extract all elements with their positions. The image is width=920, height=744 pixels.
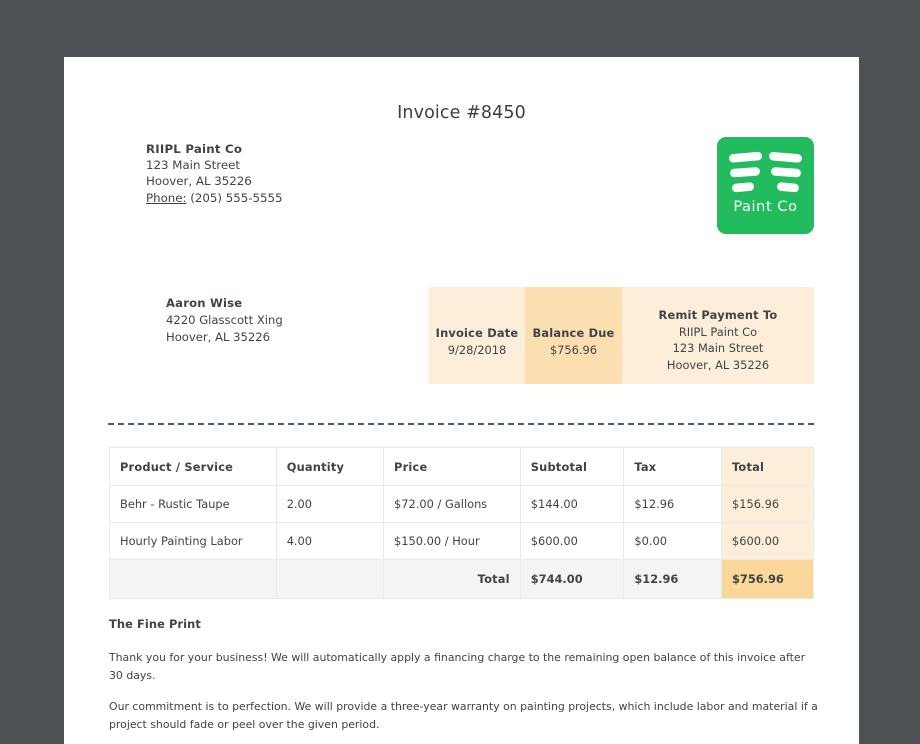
column-header-total: Total (720, 447, 815, 486)
remit-line-1: RIIPL Paint Co (678, 324, 758, 339)
cell-quantity: 2.00 (275, 485, 385, 523)
remit-line-2: 123 Main Street (672, 341, 764, 355)
column-header-product: Product / Service (109, 447, 277, 486)
paint-strokes-icon (729, 151, 802, 193)
section-divider (108, 423, 814, 425)
totals-grand-total: $756.96 (720, 559, 815, 599)
company-city-state-zip: Hoover, AL 35226 (146, 174, 252, 189)
totals-tax: $12.96 (623, 559, 722, 599)
invoice-date-value: 9/28/2018 (447, 342, 507, 357)
invoice-summary-strip: Invoice Date 9/28/2018 Balance Due $756.… (429, 287, 814, 384)
cell-quantity: 4.00 (275, 522, 385, 560)
cell-product: Behr - Rustic Taupe (109, 485, 277, 523)
cell-tax: $12.96 (623, 485, 722, 523)
company-phone: Phone: (205) 555-5555 (146, 190, 283, 206)
company-name: RIIPL Paint Co (146, 142, 243, 156)
customer-address-block: Aaron Wise 4220 Glasscott Xing Hoover, A… (166, 295, 283, 346)
cell-price: $150.00 / Hour (383, 522, 521, 560)
column-header-tax: Tax (623, 447, 722, 486)
invoice-date-label: Invoice Date (435, 326, 519, 340)
fine-print-section: The Fine Print Thank you for your busine… (109, 617, 819, 744)
cell-subtotal: $600.00 (519, 522, 625, 560)
remit-payment-cell: Remit Payment To RIIPL Paint Co 123 Main… (622, 287, 814, 384)
totals-blank-quantity (275, 559, 385, 599)
table-row: Behr - Rustic Taupe 2.00 $72.00 / Gallon… (109, 485, 815, 523)
cell-product: Hourly Painting Labor (109, 522, 277, 560)
logo-company-name: Paint Co (733, 199, 798, 215)
cell-subtotal: $144.00 (519, 485, 625, 523)
fine-print-paragraph: Thank you for your business! We will aut… (109, 651, 806, 682)
totals-subtotal: $744.00 (519, 559, 625, 599)
table-row: Hourly Painting Labor 4.00 $150.00 / Hou… (109, 522, 815, 560)
remit-line-3: Hoover, AL 35226 (666, 357, 770, 372)
column-header-price: Price (383, 447, 521, 486)
totals-label: Total (383, 559, 521, 599)
remit-label: Remit Payment To (658, 308, 778, 322)
cell-total: $600.00 (720, 522, 815, 560)
balance-due-cell: Balance Due $756.96 (525, 287, 622, 384)
balance-due-label: Balance Due (532, 326, 615, 340)
company-logo: Paint Co (717, 137, 814, 234)
fine-print-title: The Fine Print (109, 617, 201, 631)
line-items-table: Product / Service Quantity Price Subtota… (109, 447, 815, 599)
customer-name: Aaron Wise (166, 296, 243, 310)
company-street: 123 Main Street (146, 158, 241, 173)
balance-due-value: $756.96 (549, 342, 598, 357)
column-header-subtotal: Subtotal (519, 447, 625, 486)
cell-total: $156.96 (720, 485, 815, 523)
company-address-block: RIIPL Paint Co 123 Main Street Hoover, A… (146, 141, 283, 206)
column-header-quantity: Quantity (275, 447, 385, 486)
phone-label: Phone: (146, 190, 187, 205)
invoice-page: Invoice #8450 RIIPL Paint Co 123 Main St… (64, 57, 859, 744)
phone-number: (205) 555-5555 (190, 190, 283, 205)
customer-city-state-zip: Hoover, AL 35226 (166, 330, 270, 344)
fine-print-paragraph: Our commitment is to perfection. We will… (109, 700, 818, 731)
cell-tax: $0.00 (623, 522, 722, 560)
totals-blank-product (109, 559, 277, 599)
invoice-date-cell: Invoice Date 9/28/2018 (429, 287, 525, 384)
page-title: Invoice #8450 (397, 103, 526, 123)
table-header-row: Product / Service Quantity Price Subtota… (109, 447, 815, 486)
cell-price: $72.00 / Gallons (383, 485, 521, 523)
customer-street: 4220 Glasscott Xing (166, 313, 283, 327)
table-totals-row: Total $744.00 $12.96 $756.96 (109, 559, 815, 599)
